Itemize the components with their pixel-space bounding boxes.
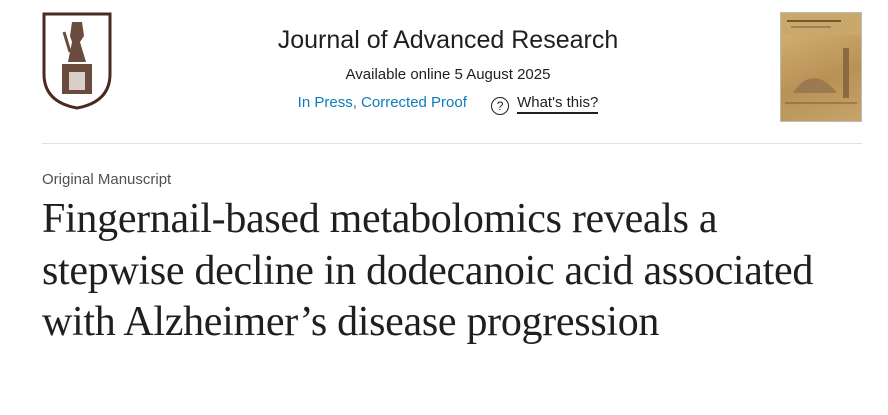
article-type: Original Manuscript bbox=[42, 171, 172, 188]
publisher-logo[interactable] bbox=[42, 12, 112, 110]
article-title: Fingernail-based metabolomics reveals a … bbox=[42, 196, 814, 345]
whats-this-link[interactable]: What's this? bbox=[517, 94, 599, 114]
status-row: In Press, Corrected Proof ? What's this? bbox=[200, 94, 696, 115]
in-press-link[interactable]: In Press, Corrected Proof bbox=[297, 94, 467, 111]
header-divider bbox=[42, 143, 862, 144]
question-circle-icon[interactable]: ? bbox=[491, 97, 510, 115]
cover-illustration-icon bbox=[781, 13, 861, 104]
journal-cover-image[interactable] bbox=[780, 12, 862, 122]
available-online-date: Available online 5 August 2025 bbox=[345, 66, 551, 83]
journal-title[interactable]: Journal of Advanced Research bbox=[277, 26, 619, 54]
